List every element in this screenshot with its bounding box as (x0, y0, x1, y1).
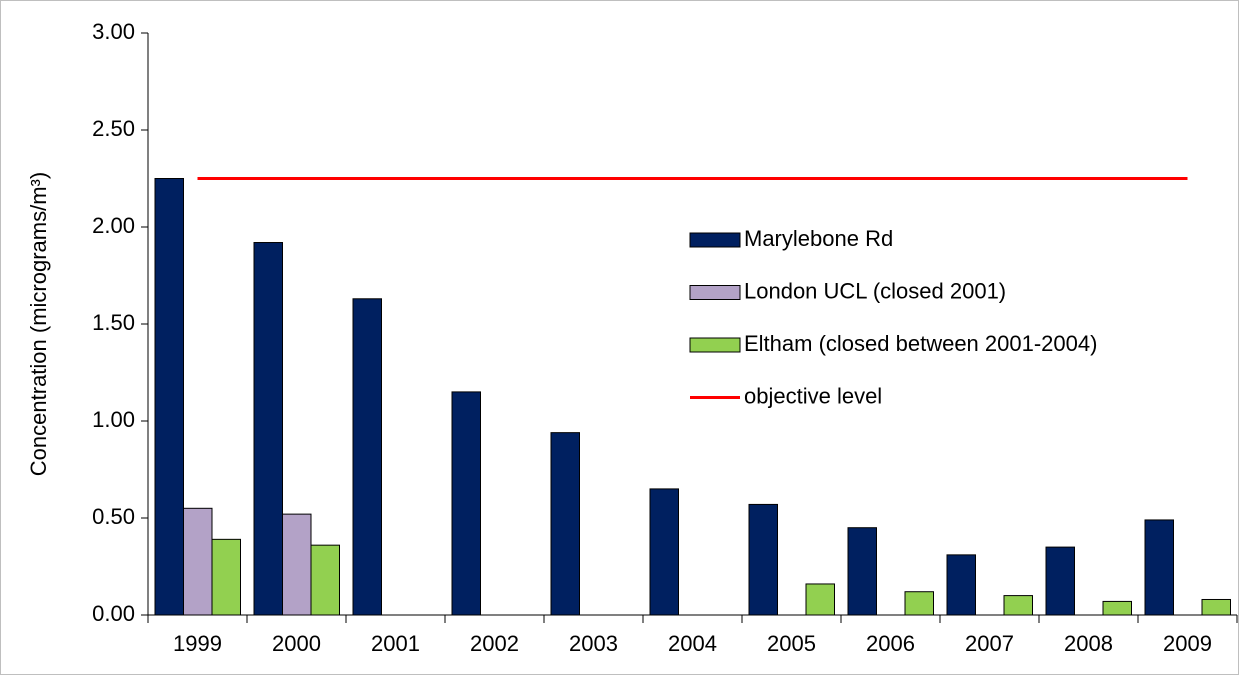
bar (183, 507, 213, 616)
bar (211, 538, 241, 616)
legend-swatch (689, 232, 741, 248)
legend-label: London UCL (closed 2001) (744, 278, 1006, 303)
x-tick-label: 2002 (470, 631, 519, 656)
bar (1003, 595, 1033, 616)
x-tick-label: 2005 (767, 631, 816, 656)
bar (550, 432, 580, 616)
y-tick-label: 1.00 (92, 407, 135, 432)
y-tick-label: 2.50 (92, 116, 135, 141)
legend-label: Eltham (closed between 2001-2004) (744, 331, 1097, 356)
bar (946, 554, 976, 616)
bar (1102, 600, 1132, 616)
bar (282, 513, 312, 616)
bar (649, 488, 679, 616)
x-tick-label: 2007 (965, 631, 1014, 656)
legend-label: objective level (744, 383, 882, 408)
bar (310, 544, 340, 616)
bar (805, 583, 835, 616)
x-tick-label: 2000 (272, 631, 321, 656)
bar (1045, 546, 1075, 616)
bar (748, 503, 778, 616)
y-tick-label: 1.50 (92, 310, 135, 335)
bar (451, 391, 481, 616)
y-tick-label: 3.00 (92, 19, 135, 44)
bar (154, 178, 184, 616)
x-tick-label: 2001 (371, 631, 420, 656)
bar (847, 527, 877, 616)
y-axis-label: Concentration (micrograms/m³) (26, 172, 51, 476)
bar (1201, 598, 1231, 616)
x-tick-label: 2008 (1064, 631, 1113, 656)
legend-label: Marylebone Rd (744, 226, 893, 251)
bar (1144, 519, 1174, 616)
legend-swatch (689, 337, 741, 353)
bar (253, 242, 283, 616)
y-tick-label: 0.50 (92, 504, 135, 529)
y-tick-label: 0.00 (92, 601, 135, 626)
bar (904, 591, 934, 616)
x-tick-label: 1999 (173, 631, 222, 656)
bar (352, 298, 382, 616)
x-tick-label: 2009 (1163, 631, 1212, 656)
y-tick-label: 2.00 (92, 213, 135, 238)
x-tick-label: 2003 (569, 631, 618, 656)
x-tick-label: 2006 (866, 631, 915, 656)
x-tick-label: 2004 (668, 631, 717, 656)
legend-swatch (689, 285, 741, 300)
